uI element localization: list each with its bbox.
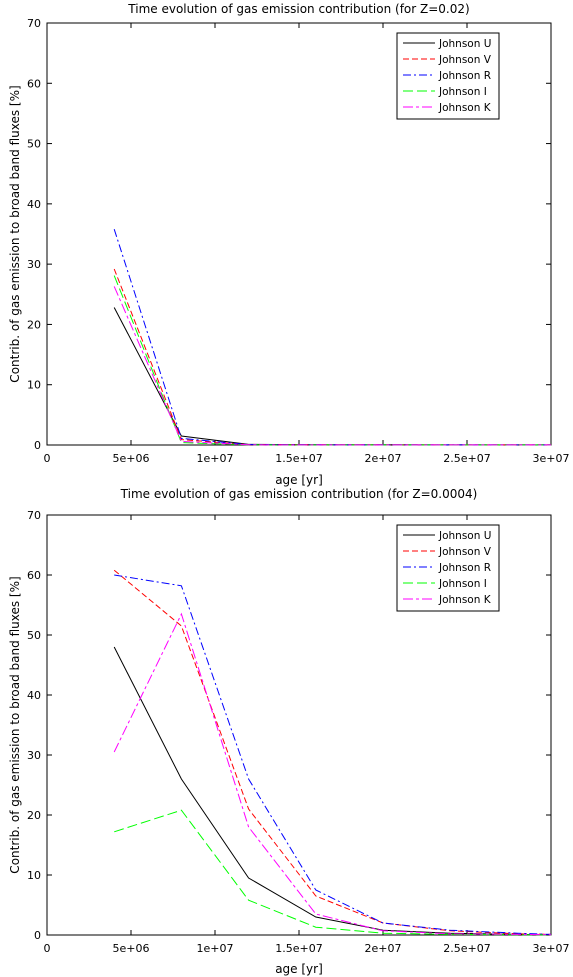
legend-entry: Johnson U [438,530,491,542]
y-tick-label: 60 [27,569,41,582]
y-tick-label: 30 [27,749,41,762]
x-tick-label: 3e+07 [533,452,570,465]
x-axis-label: age [yr] [275,962,323,976]
y-tick-label: 50 [27,629,41,642]
y-tick-label: 50 [27,138,41,151]
x-tick-label: 1e+07 [197,942,234,955]
x-tick-label: 2.5e+07 [443,452,490,465]
series-line-johnson-v [113,569,552,935]
series-line-johnson-k [113,612,552,936]
x-tick-label: 1.5e+07 [275,452,322,465]
legend-box [396,524,500,612]
y-tick-label: 10 [27,869,41,882]
chart-title: Time evolution of gas emission contribut… [127,2,469,16]
y-tick-label: 60 [27,77,41,90]
series-line-johnson-i [113,275,551,446]
chart-title: Time evolution of gas emission contribut… [120,487,478,501]
series-line-johnson-k [113,286,551,446]
legend-entry: Johnson V [438,54,492,66]
x-tick-label: 0 [44,942,51,955]
legend-entry: Johnson R [438,562,491,574]
series-line-johnson-u [113,646,552,936]
legend-entry: Johnson V [438,546,492,558]
chart-panel-bottom: Time evolution of gas emission contribut… [8,487,570,976]
legend-entry: Johnson K [438,102,492,114]
y-tick-label: 40 [27,689,41,702]
series-line-johnson-r [113,229,551,446]
y-tick-label: 40 [27,198,41,211]
series-line-johnson-r [114,574,552,935]
x-axis-label: age [yr] [275,473,323,487]
series-line-johnson-i [114,809,552,936]
legend-box [396,32,500,120]
legend-entry: Johnson U [438,38,491,50]
y-tick-label: 0 [34,929,41,942]
x-tick-label: 3e+07 [533,942,570,955]
legend-entry: Johnson I [438,86,487,98]
x-tick-label: 2.5e+07 [443,942,490,955]
legend-entry: Johnson R [438,70,491,82]
chart-panel-top: Time evolution of gas emission contribut… [8,2,570,487]
x-tick-label: 0 [44,452,51,465]
y-tick-label: 70 [27,509,41,522]
x-tick-label: 1.5e+07 [275,942,322,955]
series-line-johnson-v [113,268,551,446]
series-line-johnson-u [113,307,551,446]
legend-entry: Johnson K [438,594,492,606]
x-tick-label: 2e+07 [365,452,402,465]
y-tick-label: 30 [27,258,41,271]
y-axis-label: Contrib. of gas emission to broad band f… [8,85,22,382]
x-tick-label: 5e+06 [113,942,150,955]
y-tick-label: 10 [27,379,41,392]
y-axis-label: Contrib. of gas emission to broad band f… [8,576,22,873]
x-tick-label: 1e+07 [197,452,234,465]
x-tick-label: 5e+06 [113,452,150,465]
y-tick-label: 70 [27,17,41,30]
y-tick-label: 0 [34,439,41,452]
y-tick-label: 20 [27,809,41,822]
x-tick-label: 2e+07 [365,942,402,955]
y-tick-label: 20 [27,318,41,331]
legend-entry: Johnson I [438,578,487,590]
